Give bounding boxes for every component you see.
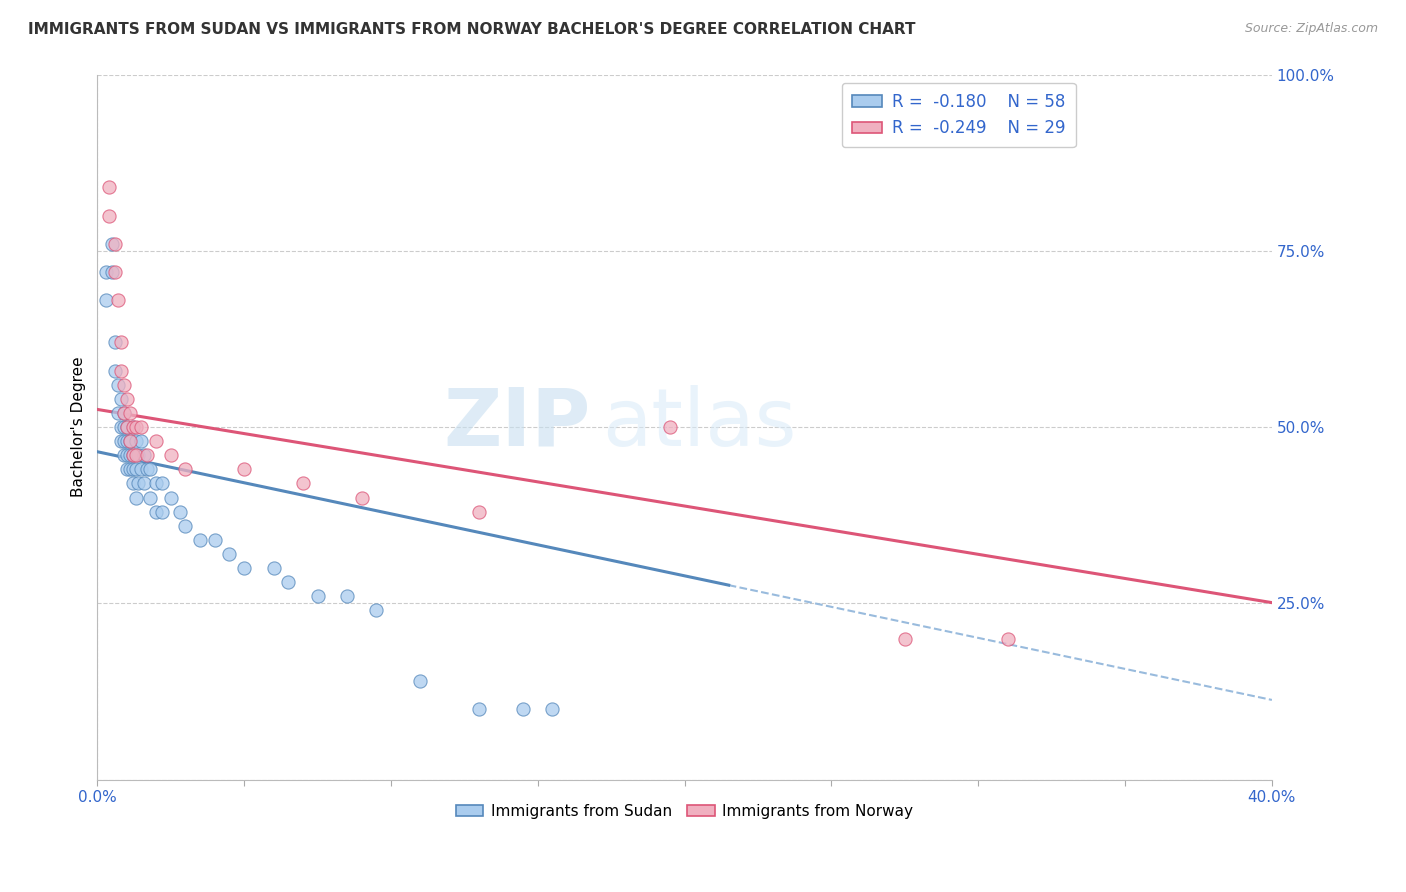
Point [134,476,156,491]
Point [233,561,256,575]
Point [658,420,681,434]
Point [110,434,132,449]
Point [121,420,143,434]
Point [131,420,153,434]
Point [174,518,197,533]
Point [115,420,138,434]
Point [145,476,167,491]
Point [118,434,141,449]
Text: ZIP: ZIP [443,384,591,463]
Point [101,236,124,251]
Point [188,533,211,547]
Point [145,434,167,449]
Point [468,505,491,519]
Point [118,434,141,449]
Point [115,420,138,434]
Point [263,561,285,575]
Point [124,434,146,449]
Point [350,491,373,505]
Text: Source: ZipAtlas.com: Source: ZipAtlas.com [1244,22,1378,36]
Point [468,702,491,716]
Point [107,377,129,392]
Point [150,505,173,519]
Point [115,448,138,462]
Point [159,491,181,505]
Point [110,392,132,406]
Point [204,533,226,547]
Point [131,462,153,476]
Point [136,448,159,462]
Point [121,448,143,462]
Point [997,632,1019,646]
Y-axis label: Bachelor's Degree: Bachelor's Degree [72,357,86,498]
Point [159,448,181,462]
Point [112,406,135,420]
Point [127,448,149,462]
Text: atlas: atlas [602,384,797,463]
Point [121,448,143,462]
Point [104,335,127,350]
Point [366,603,388,617]
Point [118,406,141,420]
Point [115,392,138,406]
Point [104,265,127,279]
Point [115,434,138,449]
Point [218,547,240,561]
Point [121,462,143,476]
Point [110,364,132,378]
Point [150,476,173,491]
Point [112,434,135,449]
Point [139,462,162,476]
Point [124,420,146,434]
Point [121,420,143,434]
Point [894,632,917,646]
Point [121,476,143,491]
Point [112,420,135,434]
Point [112,377,135,392]
Point [174,462,197,476]
Point [336,589,359,603]
Point [124,448,146,462]
Point [291,476,314,491]
Point [107,293,129,307]
Point [145,505,167,519]
Point [110,420,132,434]
Point [96,265,118,279]
Point [98,209,121,223]
Point [409,673,432,688]
Point [512,702,534,716]
Point [104,236,127,251]
Point [134,448,156,462]
Text: IMMIGRANTS FROM SUDAN VS IMMIGRANTS FROM NORWAY BACHELOR'S DEGREE CORRELATION CH: IMMIGRANTS FROM SUDAN VS IMMIGRANTS FROM… [28,22,915,37]
Point [118,462,141,476]
Point [127,476,149,491]
Point [277,575,299,590]
Point [96,293,118,307]
Point [136,462,159,476]
Point [541,702,564,716]
Point [124,491,146,505]
Point [139,491,162,505]
Point [107,406,129,420]
Point [233,462,256,476]
Point [169,505,191,519]
Point [307,589,329,603]
Point [131,434,153,449]
Point [112,448,135,462]
Point [98,180,121,194]
Point [104,364,127,378]
Point [112,406,135,420]
Point [101,265,124,279]
Point [110,335,132,350]
Point [118,448,141,462]
Legend: Immigrants from Sudan, Immigrants from Norway: Immigrants from Sudan, Immigrants from N… [450,797,920,825]
Point [115,462,138,476]
Point [124,462,146,476]
